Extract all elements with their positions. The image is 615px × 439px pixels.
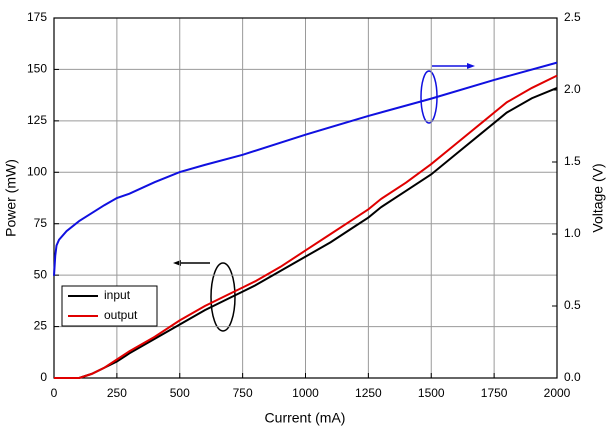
y-tick-label: 175 [27, 10, 47, 24]
x-tick-label: 750 [233, 386, 253, 400]
annotation-arrowhead [173, 260, 181, 266]
y-tick-label: 100 [27, 164, 47, 178]
legend-label: output [104, 308, 138, 322]
x-tick-label: 1500 [418, 386, 445, 400]
y-tick-label: 150 [27, 62, 47, 76]
y-tick-label: 0 [40, 370, 47, 384]
plot-frame [53, 17, 558, 379]
y2-axis-label: Voltage (V) [590, 163, 606, 232]
y2-tick-label: 0.0 [564, 370, 581, 384]
y2-tick-label: 1.0 [564, 226, 581, 240]
x-tick-label: 250 [107, 386, 127, 400]
y-tick-label: 25 [34, 319, 48, 333]
y-axis-label: Power (mW) [3, 159, 19, 237]
y-tick-label: 75 [34, 216, 48, 230]
x-tick-label: 500 [170, 386, 190, 400]
annotation-arrowhead [467, 63, 475, 69]
series-line [54, 87, 558, 379]
x-tick-label: 1250 [355, 386, 382, 400]
x-tick-label: 1750 [481, 386, 508, 400]
series-line [53, 61, 558, 276]
legend-label: input [104, 288, 131, 302]
y-tick-label: 50 [34, 267, 48, 281]
legend-box [61, 285, 158, 327]
y-tick-label: 125 [27, 113, 47, 127]
x-axis-label: Current (mA) [265, 410, 346, 426]
annotation-ellipse [210, 262, 236, 332]
y2-tick-label: 0.5 [564, 298, 581, 312]
series-line [54, 74, 558, 379]
x-tick-label: 1000 [292, 386, 319, 400]
x-tick-label: 2000 [544, 386, 571, 400]
y2-tick-label: 2.0 [564, 82, 581, 96]
y2-tick-label: 2.5 [564, 10, 581, 24]
x-tick-label: 0 [51, 386, 58, 400]
y2-tick-label: 1.5 [564, 154, 581, 168]
